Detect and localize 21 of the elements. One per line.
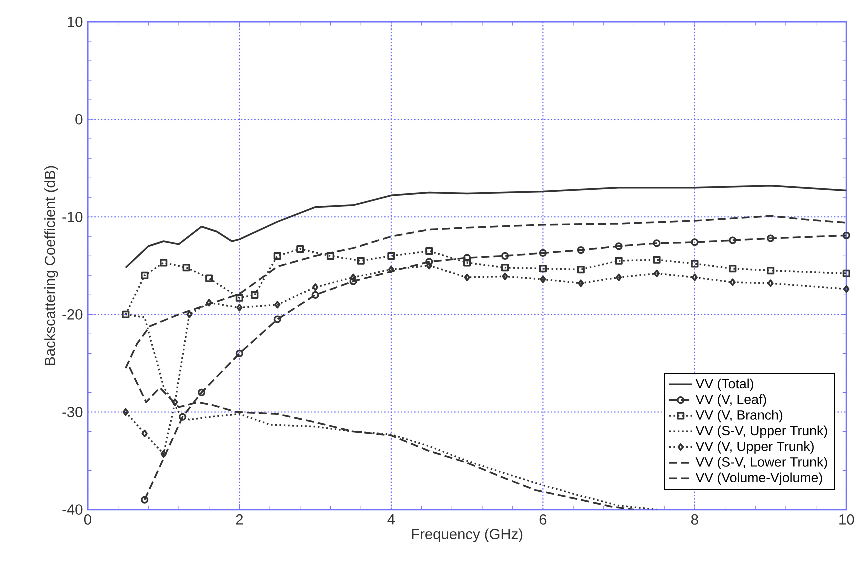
- legend-label: VV (Total): [696, 378, 754, 392]
- x-tick-label: 0: [84, 514, 92, 526]
- x-tick-label: 6: [540, 514, 547, 526]
- y-tick-label: -30: [62, 407, 83, 418]
- y-tick-label: 0: [76, 114, 83, 125]
- y-axis-title: Backscattering Coefficient (dB): [44, 166, 58, 366]
- y-tick-label: -20: [62, 310, 83, 320]
- y-tick-label: -40: [62, 504, 83, 516]
- legend-label: VV (V, Branch): [696, 410, 783, 423]
- legend-label: VV (V, Upper Trunk): [696, 442, 814, 454]
- legend-label: VV (S-V, Upper Trunk): [696, 426, 828, 438]
- x-tick-label: 8: [691, 514, 698, 526]
- legend-label: VV (V, Leaf): [696, 394, 766, 408]
- x-tick-label: 10: [840, 514, 854, 526]
- x-tick-label: 2: [236, 514, 244, 525]
- y-tick-label: 10: [68, 16, 83, 28]
- x-axis-title: Frequency (GHz): [412, 528, 523, 542]
- y-tick-label: -10: [62, 212, 83, 222]
- legend-label: VV (S-V, Lower Trunk): [696, 457, 828, 470]
- x-tick-label: 4: [388, 514, 396, 525]
- legend-label: VV (Volume-Vjolume): [696, 472, 822, 486]
